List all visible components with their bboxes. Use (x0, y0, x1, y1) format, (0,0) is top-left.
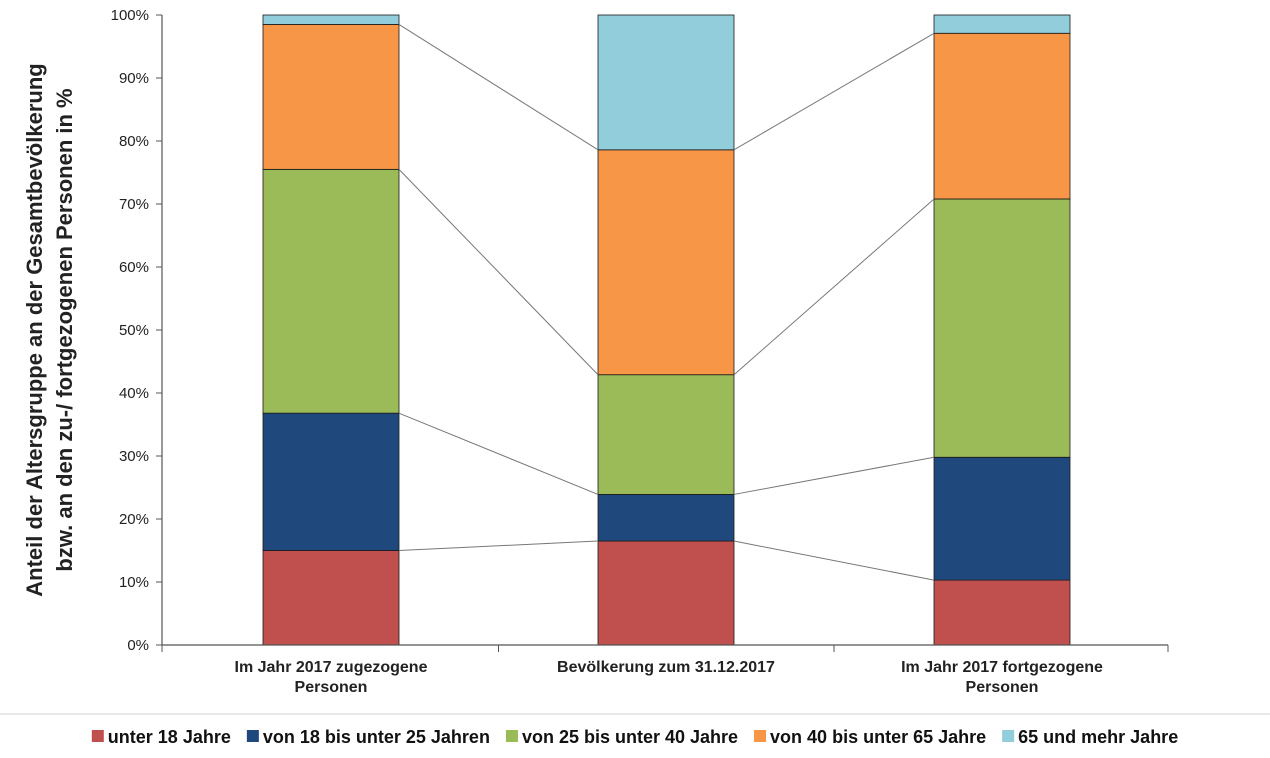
y-tick-label: 30% (119, 448, 149, 465)
bar-segment (597, 149, 735, 376)
x-tick-label: Im Jahr 2017 zugezogene (235, 659, 428, 676)
y-tick-label: 80% (119, 133, 149, 150)
legend-label: von 25 bis unter 40 Jahre (522, 727, 738, 747)
bars (262, 14, 1071, 646)
bar-segment (262, 14, 400, 25)
legend: unter 18 Jahre von 18 bis unter 25 Jahren… (0, 713, 1270, 747)
bar-segment (262, 24, 400, 170)
y-tick-label: 60% (119, 259, 149, 276)
y-tick-label: 20% (119, 511, 149, 528)
connector-line (398, 169, 599, 376)
legend-label: von 18 bis unter 25 Jahren (263, 727, 490, 747)
bar-segment (933, 456, 1071, 581)
y-tick-label: 90% (119, 70, 149, 87)
y-tick-label: 50% (119, 322, 149, 339)
y-tick-label: 40% (119, 385, 149, 402)
legend-label: unter 18 Jahre (108, 727, 231, 747)
bar-segment (597, 494, 735, 542)
x-tick-label: Personen (966, 679, 1039, 696)
legend-swatch (246, 730, 259, 742)
connector-line (733, 540, 935, 581)
bar-segment (597, 374, 735, 495)
y-tick-label: 70% (119, 196, 149, 213)
legend-swatch (505, 730, 518, 742)
connector-line (398, 24, 599, 151)
bar-segment (262, 168, 400, 414)
connector-line (733, 198, 935, 376)
connector-line (398, 540, 599, 551)
y-axis-ticks: 0% 10% 20% 30% 40% 50% 60% 70% 80% 90% 100% (111, 7, 162, 654)
legend-label: von 40 bis unter 65 Jahre (770, 727, 986, 747)
connector-line (398, 412, 599, 495)
bar-segment (262, 412, 400, 551)
bar-segment (933, 14, 1071, 34)
bar-segment (597, 540, 735, 646)
bar-segment (262, 550, 400, 646)
y-tick-label: 100% (111, 7, 149, 24)
legend-label: 65 und mehr Jahre (1018, 727, 1178, 747)
axes (161, 15, 1169, 652)
x-tick-label: Personen (295, 679, 368, 696)
connector-line (733, 32, 935, 151)
y-tick-label: 0% (127, 637, 149, 654)
bar-segment (933, 32, 1071, 200)
bar-segment (933, 579, 1071, 646)
legend-swatch (754, 730, 767, 742)
bar-segment (933, 198, 1071, 458)
y-tick-label: 10% (119, 574, 149, 591)
connector-lines (398, 24, 935, 581)
connector-line (733, 456, 935, 495)
legend-swatch (1002, 730, 1015, 742)
legend-swatch (91, 730, 104, 742)
x-axis-labels: Im Jahr 2017 zugezogene Personen Bevölkeru… (235, 659, 1104, 696)
y-axis-label: Anteil der Altersgruppe an der Gesamtbev… (22, 63, 77, 596)
bar-segment (597, 14, 735, 151)
x-tick-label: Im Jahr 2017 fortgezogene (901, 659, 1103, 676)
y-axis-label-line: Anteil der Altersgruppe an der Gesamtbev… (22, 63, 47, 596)
y-axis-label-line: bzw. an den zu-/ fortgezogenen Personen … (52, 88, 77, 571)
x-tick-label: Bevölkerung zum 31.12.2017 (557, 659, 775, 676)
